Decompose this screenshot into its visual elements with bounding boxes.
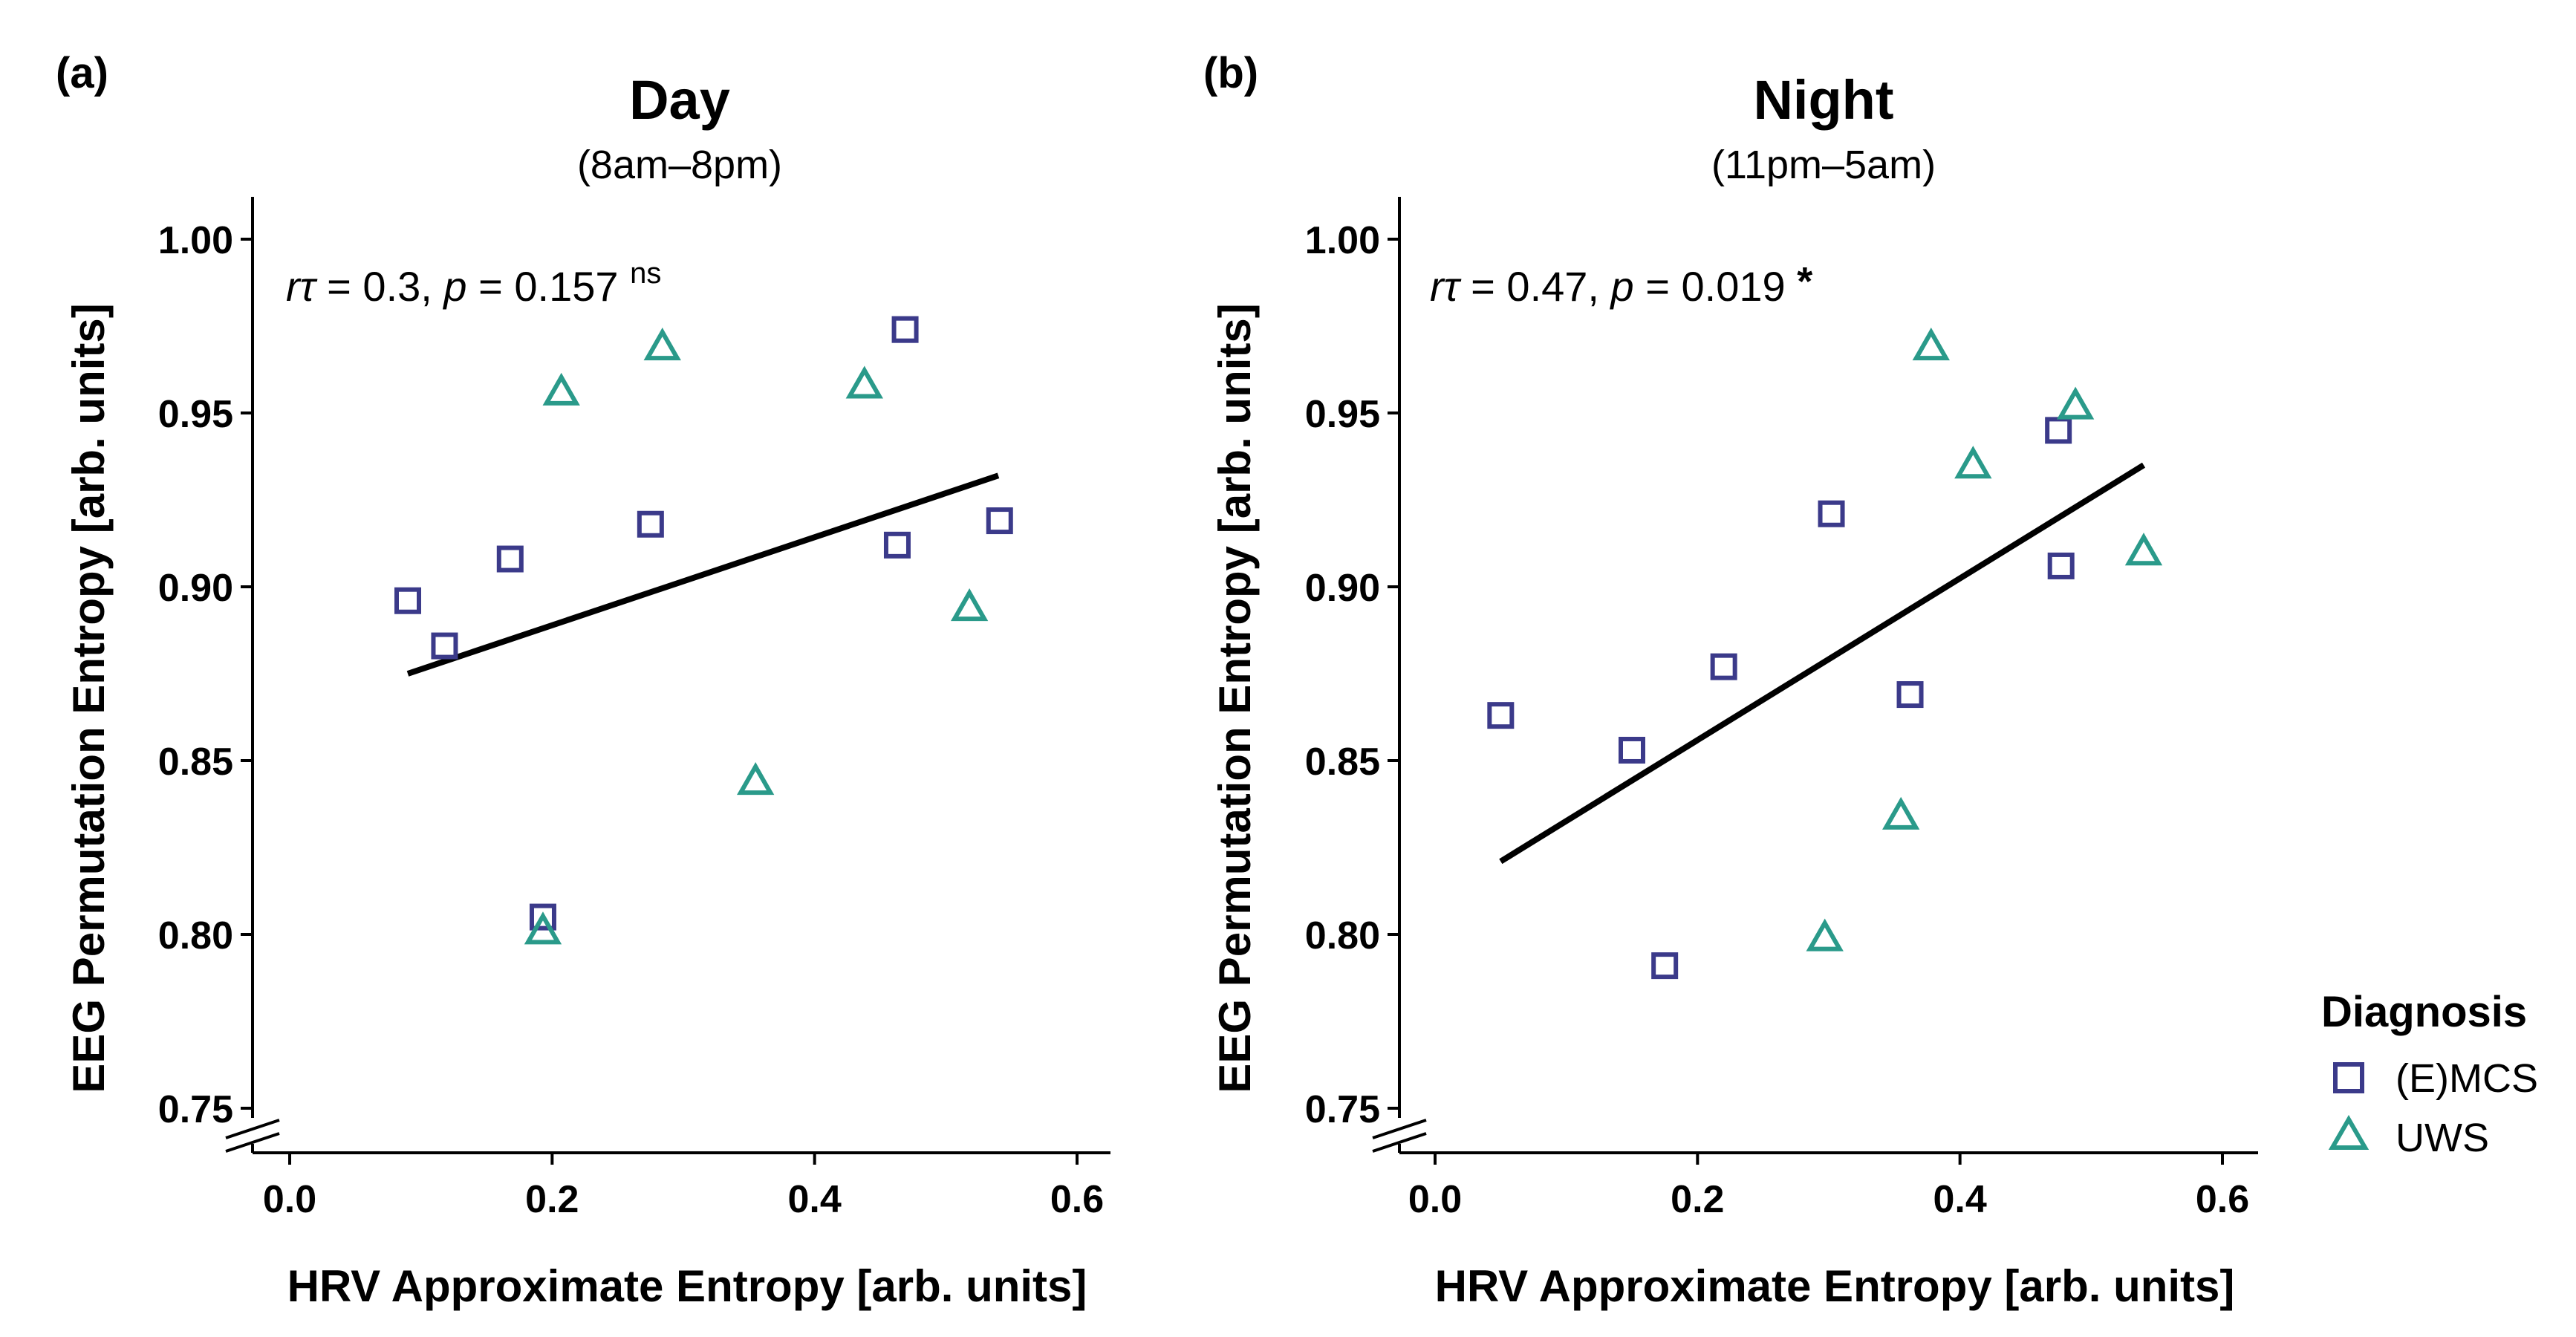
x-tick-label: 0.2 [1671,1178,1724,1221]
axis-break-mark [1372,1119,1427,1139]
x-tick-label: 0.6 [1050,1178,1104,1221]
axis-break-mark [225,1132,280,1153]
data-point-emcs [2045,417,2072,444]
axis-break-mark [225,1119,280,1139]
data-point-emcs [637,510,664,538]
data-point-emcs [883,531,911,559]
data-point-emcs [2047,552,2075,579]
data-point-uws [736,762,775,796]
stat-tau: τ [1444,263,1462,310]
stat-r: r [1430,263,1445,310]
x-tick-label: 0.4 [1933,1178,1987,1221]
data-point-uws [845,365,883,399]
data-point-uws [542,372,580,406]
stat-tau: τ [300,263,318,310]
data-point-uws [2056,386,2095,420]
data-point-uws [524,911,562,945]
panel-day: (a) Day (8am–8pm) HRV Approximate Entrop… [56,49,1110,1311]
y-tick-label: 0.80 [1305,914,1380,957]
y-tick-label: 0.95 [1305,393,1380,436]
stat-annotation-day: rτ = 0.3, p = 0.157 ns [286,257,661,310]
x-tick-label: 0.0 [1408,1178,1462,1221]
data-point-uws [2124,533,2163,566]
y-tick-label: 0.85 [1305,741,1380,784]
data-point-emcs [1619,736,1645,764]
y-tick-label: 0.90 [158,567,233,610]
y-tick-label: 0.90 [1305,567,1380,610]
x-axis-label-night: HRV Approximate Entropy [arb. units] [1435,1261,2235,1311]
data-point-uws [1954,446,1992,479]
data-point-emcs [1896,681,1924,709]
legend-square-marker [2333,1062,2364,1093]
data-point-emcs [1710,653,1737,680]
chart-subtitle-night: (11pm–5am) [1711,143,1936,187]
data-point-emcs [496,545,524,573]
stat-p-value: = 0.019 [1634,263,1798,310]
y-tick-label: 1.00 [1305,219,1380,262]
data-point-emcs [394,587,421,614]
data-point-emcs [986,507,1013,535]
regression-line [1499,462,2146,865]
stat-r-value: = 0.3, [316,263,444,310]
legend: Diagnosis (E)MCS UWS [2321,988,2538,1160]
x-tick-label: 0.6 [2196,1178,2249,1221]
data-point-uws [1912,328,1950,361]
data-point-uws [950,588,989,622]
regression-line [406,472,1000,677]
stat-p: p [1610,263,1634,310]
stat-r-value: = 0.47, [1460,263,1611,310]
stat-p-value: = 0.157 [467,263,631,310]
stat-significance: ns [630,257,661,290]
legend-triangle-marker [2328,1115,2370,1150]
data-point-uws [1881,796,1920,830]
data-point-emcs [891,316,919,343]
panel-tag-a: (a) [56,49,108,97]
data-point-emcs [1818,500,1845,527]
panel-tag-b: (b) [1203,49,1258,97]
legend-label-uws: UWS [2396,1116,2489,1160]
stat-annotation-night: rτ = 0.47, p = 0.019 * [1430,259,1812,310]
y-tick-label: 0.75 [1305,1088,1380,1131]
y-axis-label-day: EEG Permutation Entropy [arb. units] [64,303,114,1093]
legend-title: Diagnosis [2321,988,2527,1036]
x-tick-label: 0.0 [263,1178,316,1221]
legend-label-emcs: (E)MCS [2396,1056,2538,1101]
data-point-uws [1806,918,1844,951]
data-point-emcs [1487,702,1515,729]
stat-significance: * [1797,259,1812,304]
stat-r: r [286,263,302,310]
data-point-emcs [1651,952,1679,980]
axis-break-mark [1372,1132,1427,1153]
chart-title-day: Day [629,69,730,131]
x-tick-label: 0.2 [525,1178,579,1221]
panel-night: (b) Night (11pm–5am) HRV Approximate Ent… [1203,49,2258,1311]
y-tick-label: 1.00 [158,219,233,262]
chart-subtitle-day: (8am–8pm) [577,143,782,187]
data-point-emcs [431,632,458,660]
y-tick-label: 0.80 [158,914,233,957]
stat-p: p [442,263,466,310]
y-axis-label-night: EEG Permutation Entropy [arb. units] [1210,303,1260,1093]
data-point-uws [643,328,681,361]
y-tick-label: 0.75 [158,1088,233,1131]
chart-title-night: Night [1753,69,1893,131]
y-tick-label: 0.85 [158,741,233,784]
data-point-emcs [529,903,556,931]
x-axis-label-day: HRV Approximate Entropy [arb. units] [287,1261,1087,1311]
x-tick-label: 0.4 [788,1178,842,1221]
y-tick-label: 0.95 [158,393,233,436]
